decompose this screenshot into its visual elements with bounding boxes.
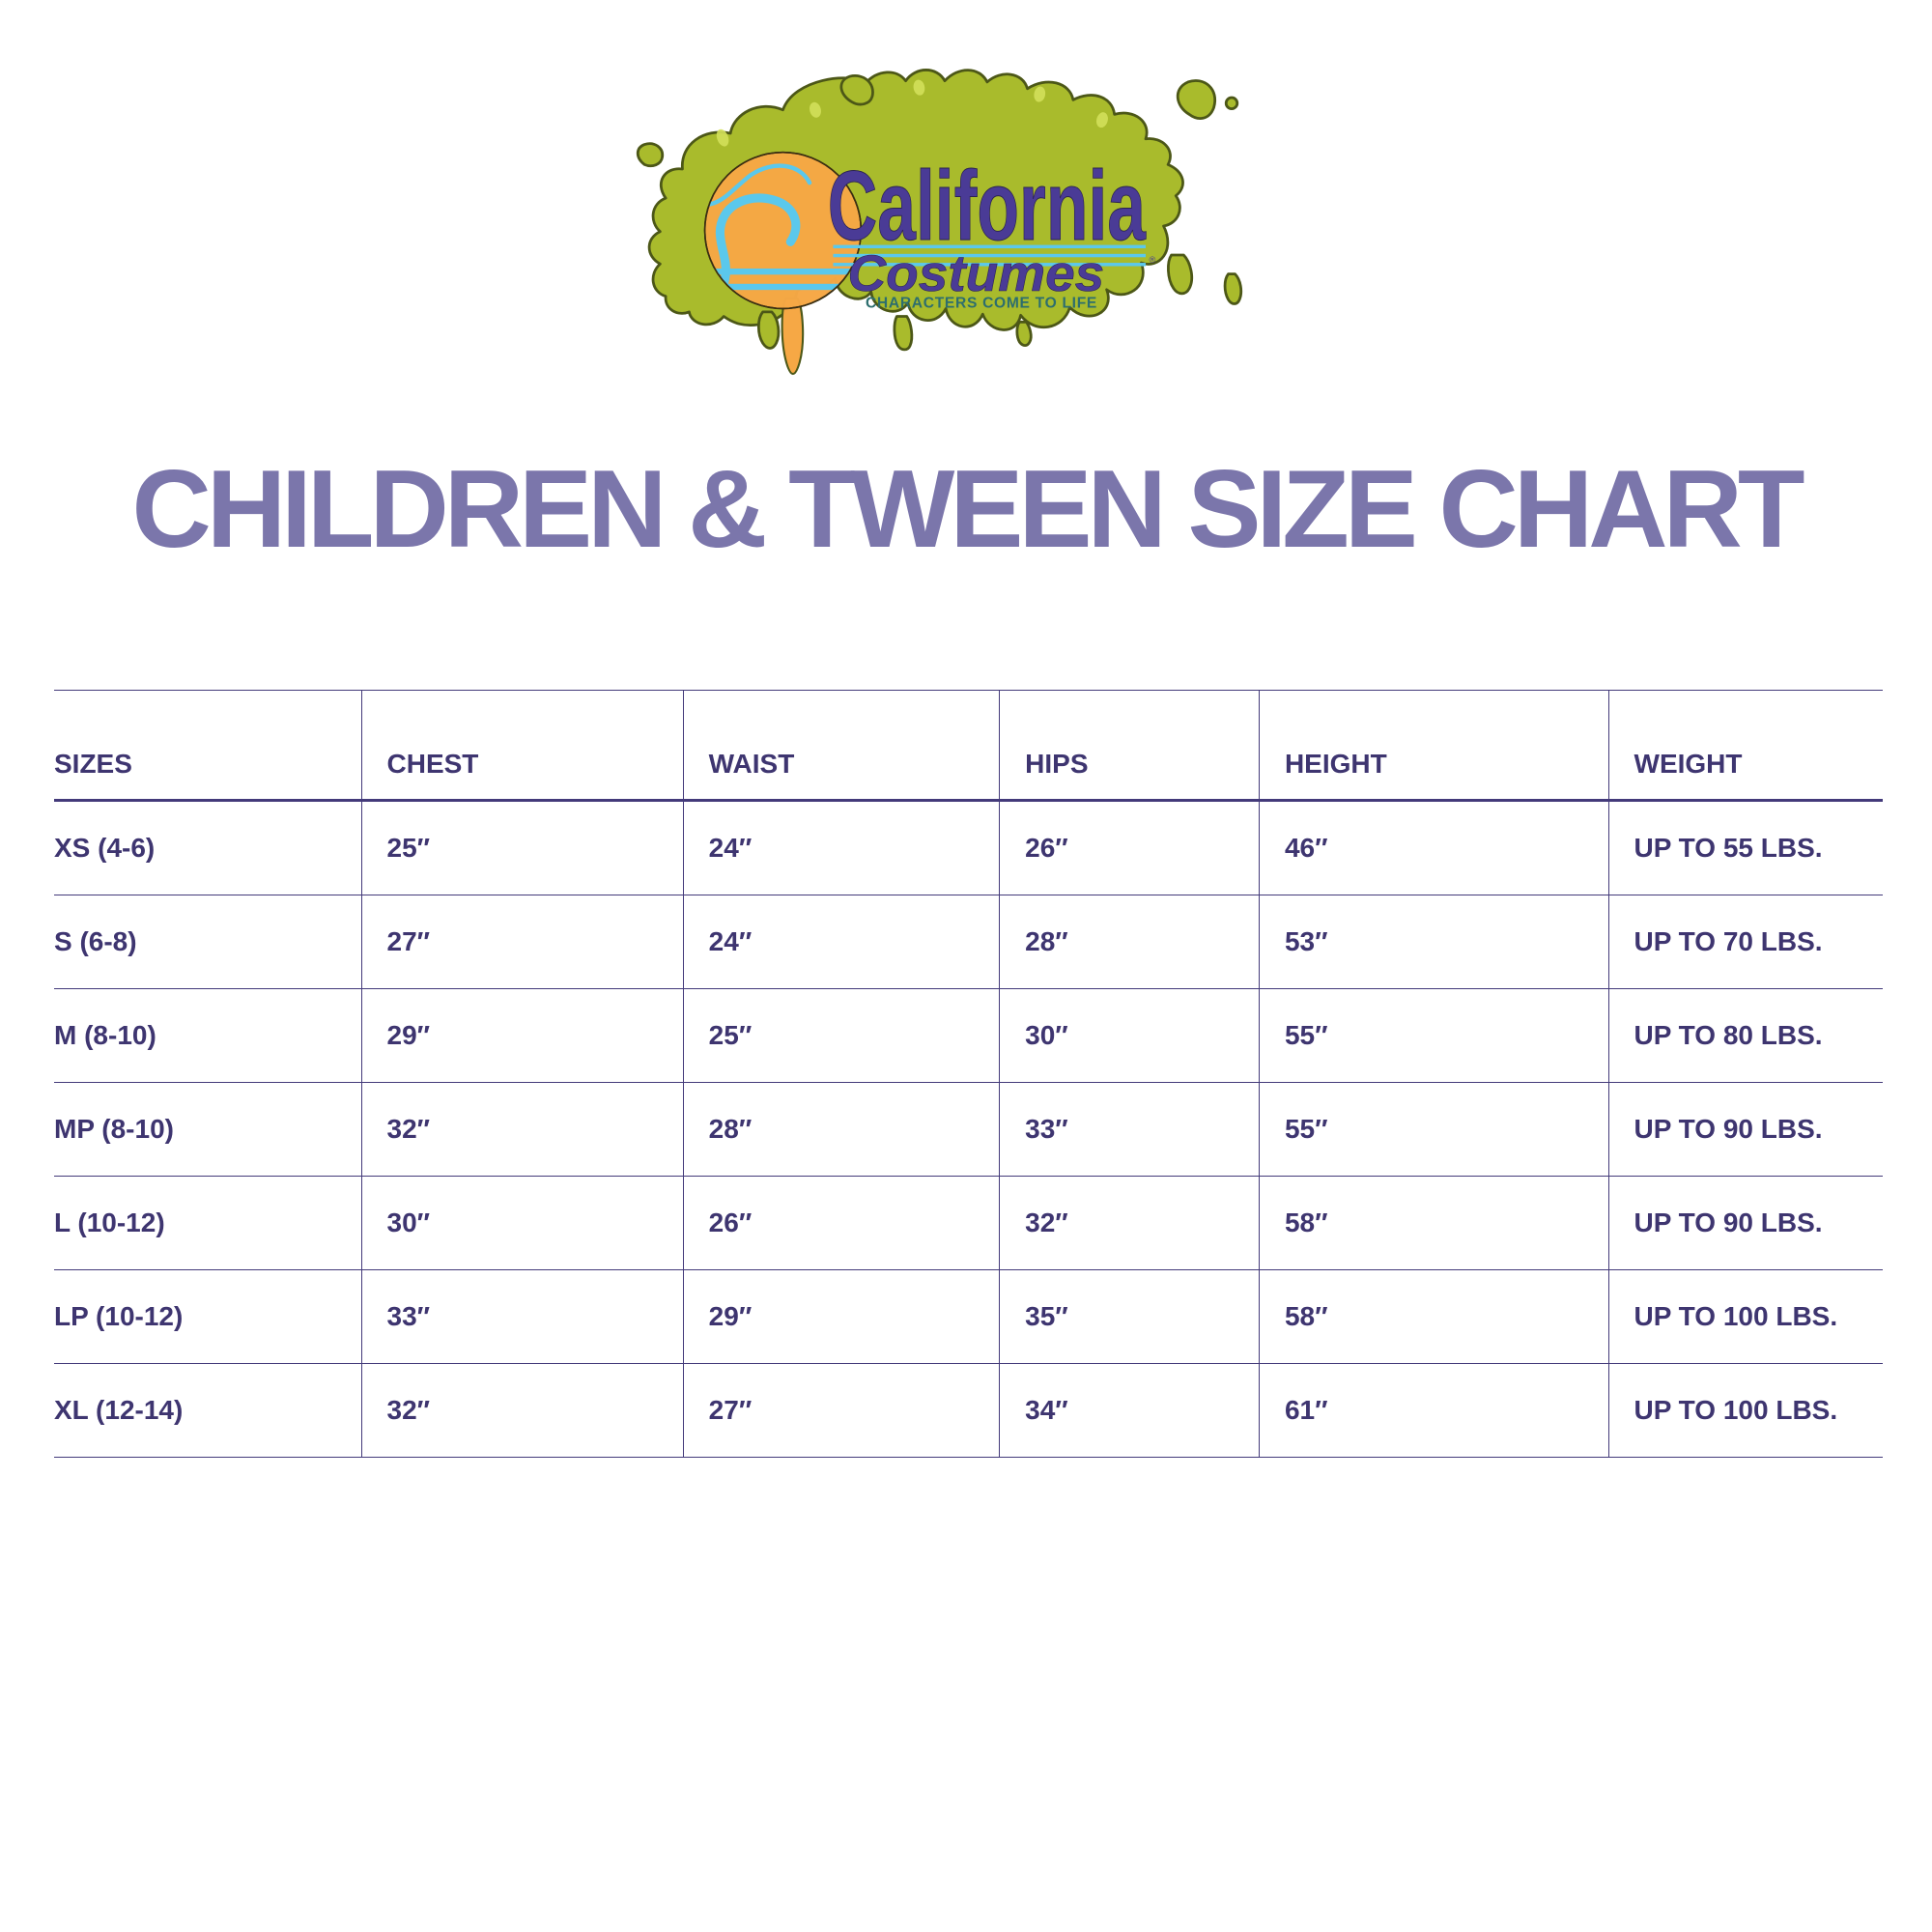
svg-text:California: California bbox=[828, 151, 1147, 261]
svg-text:Costumes: Costumes bbox=[847, 245, 1104, 302]
svg-text:®: ® bbox=[1149, 255, 1155, 265]
svg-text:CHARACTERS COME TO LIFE: CHARACTERS COME TO LIFE bbox=[866, 295, 1097, 311]
